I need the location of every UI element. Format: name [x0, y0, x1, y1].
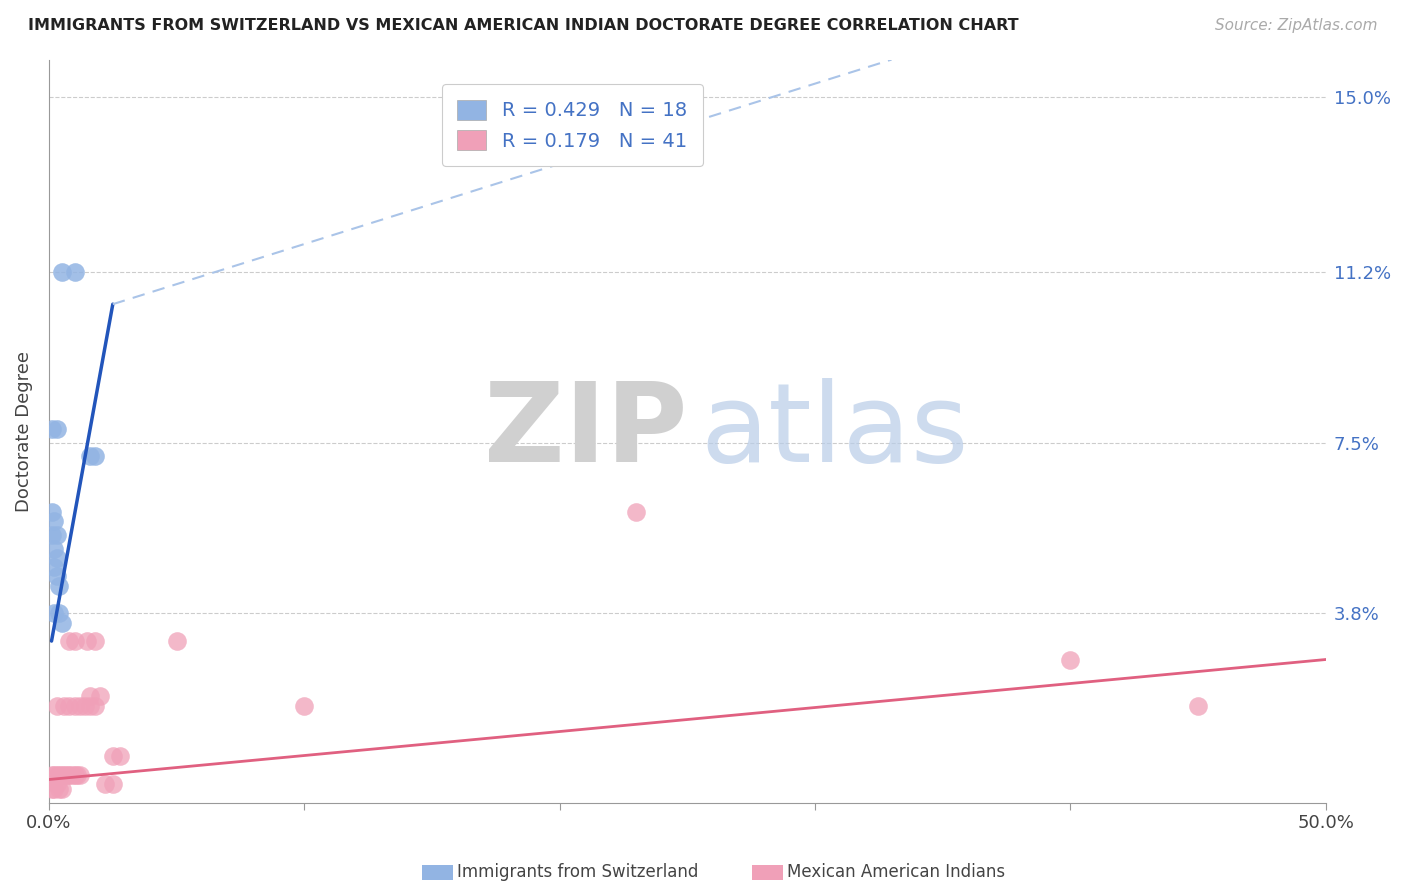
Point: [51, 615, 73, 630]
Point: [42, 607, 65, 621]
Point: [45, 698, 67, 713]
Point: [166, 634, 188, 648]
Point: [51, 781, 73, 796]
Point: [45, 422, 67, 436]
Point: [42, 514, 65, 528]
Point: [84, 698, 107, 713]
Point: [94, 777, 117, 791]
Point: [42, 560, 65, 574]
Point: [69, 768, 91, 782]
Text: Immigrants from Switzerland: Immigrants from Switzerland: [457, 863, 699, 881]
Point: [69, 698, 91, 713]
Point: [41, 781, 63, 796]
Text: Source: ZipAtlas.com: Source: ZipAtlas.com: [1215, 18, 1378, 33]
Point: [79, 690, 101, 704]
Point: [42, 781, 65, 796]
Point: [48, 781, 70, 796]
Point: [624, 505, 647, 519]
Point: [79, 450, 101, 464]
Point: [76, 634, 98, 648]
Point: [51, 265, 73, 279]
Point: [45, 768, 67, 782]
Point: [48, 607, 70, 621]
Point: [45, 777, 67, 791]
Legend: R = 0.429   N = 18, R = 0.179   N = 41: R = 0.429 N = 18, R = 0.179 N = 41: [441, 84, 703, 166]
Point: [79, 698, 101, 713]
Point: [56, 768, 79, 782]
Point: [89, 690, 111, 704]
Text: atlas: atlas: [700, 377, 969, 484]
Point: [51, 768, 73, 782]
Point: [58, 698, 80, 713]
Point: [58, 634, 80, 648]
Point: [63, 698, 86, 713]
Point: [42, 541, 65, 556]
Point: [66, 768, 89, 782]
Point: [41, 768, 63, 782]
Point: [101, 777, 124, 791]
Point: [58, 768, 80, 782]
Point: [292, 698, 315, 713]
Text: Mexican American Indians: Mexican American Indians: [787, 863, 1005, 881]
Point: [41, 772, 63, 787]
Point: [53, 698, 76, 713]
Point: [41, 505, 63, 519]
Point: [48, 579, 70, 593]
Point: [42, 768, 65, 782]
Point: [41, 422, 63, 436]
Point: [63, 265, 86, 279]
Text: ZIP: ZIP: [484, 377, 688, 484]
Point: [110, 749, 132, 764]
Point: [45, 528, 67, 542]
Point: [1059, 652, 1081, 666]
Point: [1187, 698, 1209, 713]
Y-axis label: Doctorate Degree: Doctorate Degree: [15, 351, 32, 512]
Point: [45, 551, 67, 566]
Point: [48, 768, 70, 782]
Point: [60, 768, 83, 782]
Point: [63, 634, 86, 648]
Point: [73, 698, 96, 713]
Point: [45, 569, 67, 583]
Point: [84, 634, 107, 648]
Text: IMMIGRANTS FROM SWITZERLAND VS MEXICAN AMERICAN INDIAN DOCTORATE DEGREE CORRELAT: IMMIGRANTS FROM SWITZERLAND VS MEXICAN A…: [28, 18, 1019, 33]
Point: [41, 528, 63, 542]
Point: [101, 749, 124, 764]
Point: [63, 768, 86, 782]
Point: [53, 768, 76, 782]
Point: [84, 450, 107, 464]
